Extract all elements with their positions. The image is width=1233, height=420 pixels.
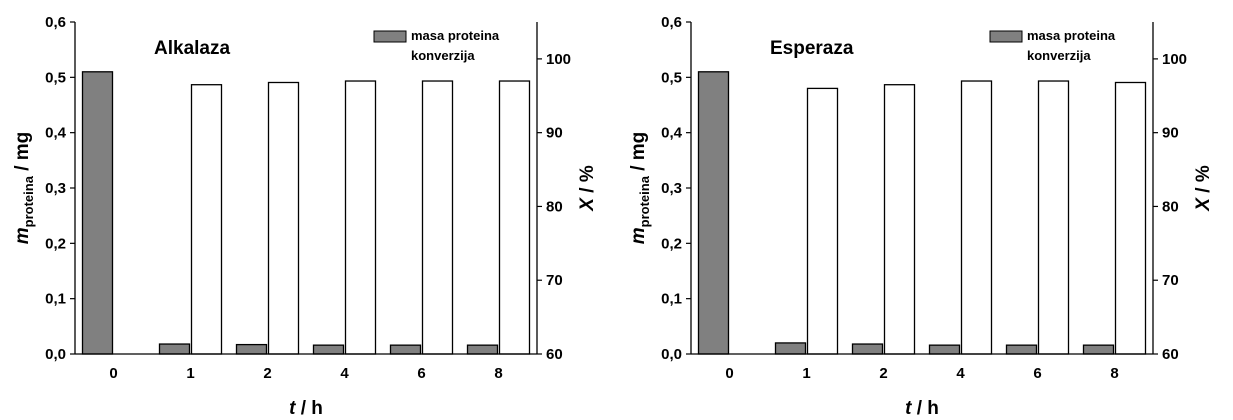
legend-swatch-masa-proteina [989,30,1023,43]
bar-konverzija-1 [806,87,839,355]
bar-konverzija-4 [344,80,377,355]
y2-tick-label: 100 [1162,51,1187,68]
y-tick-label: 0,1 [45,291,66,308]
bar-masa-proteina-1 [774,342,807,355]
y-tick-label: 0,3 [45,180,66,197]
y2-tick-label: 90 [1162,125,1179,142]
x-tick-label: 2 [263,365,271,382]
x-tick-label: 8 [1110,365,1118,382]
y2-tick-label: 80 [546,198,563,215]
x-axis-title: t / h [289,398,323,419]
y-tick-label: 0,5 [661,69,682,86]
y-tick-label: 0,6 [661,14,682,31]
legend-label-0: masa proteina [1027,28,1116,43]
y2-tick-label: 70 [546,272,563,289]
bar-masa-proteina-0 [81,71,114,355]
chart-panel-1: 0,0 0,1 0,2 0,3 0,4 0,5 0,6 60 70 80 90 100 0 1 2 4 6 8 t … [628,14,1214,419]
x-tick-label: 1 [186,365,194,382]
y2-tick-label: 100 [546,51,571,68]
legend-label-0: masa proteina [411,28,500,43]
chart-panel-0: 0,0 0,1 0,2 0,3 0,4 0,5 0,6 60 70 80 90 100 0 1 2 4 6 8 t … [12,14,598,419]
x-tick-label: 4 [340,365,349,382]
y2-tick-label: 90 [546,125,563,142]
bar-masa-proteina-8 [1082,344,1115,355]
legend-label-1: konverzija [1027,48,1091,63]
chart-title: Alkalaza [154,38,230,59]
bar-masa-proteina-2 [235,343,268,355]
y-tick-label: 0,2 [45,235,66,252]
y-tick-label: 0,0 [45,346,66,363]
y2-axis-title: X / % [577,165,598,212]
x-tick-label: 8 [494,365,502,382]
bar-konverzija-2 [883,84,916,355]
y-tick-label: 0,4 [661,125,683,142]
x-tick-label: 0 [725,365,733,382]
bar-masa-proteina-8 [466,344,499,355]
y2-axis-title: X / % [1193,165,1214,212]
y-tick-label: 0,3 [661,180,682,197]
y-tick-label: 0,1 [661,291,682,308]
bar-masa-proteina-6 [389,344,422,355]
x-tick-label: 4 [956,365,965,382]
chart-title: Esperaza [770,38,854,59]
y-tick-label: 0,0 [661,346,682,363]
x-tick-label: 6 [1033,365,1041,382]
bar-konverzija-6 [1037,80,1070,355]
bar-masa-proteina-4 [312,344,345,355]
y-tick-label: 0,6 [45,14,66,31]
bar-masa-proteina-0 [697,71,730,355]
bar-konverzija-4 [960,80,993,355]
bar-konverzija-8 [1114,81,1147,355]
y-tick-label: 0,4 [45,125,67,142]
y-axis-title: mproteina / mg [12,132,36,245]
x-tick-label: 0 [109,365,117,382]
y2-tick-label: 80 [1162,198,1179,215]
x-tick-label: 1 [802,365,810,382]
y2-tick-label: 60 [1162,346,1179,363]
legend-label-1: konverzija [411,48,475,63]
bar-konverzija-2 [267,81,300,355]
bar-masa-proteina-4 [928,344,961,355]
x-tick-label: 2 [879,365,887,382]
y2-tick-label: 70 [1162,272,1179,289]
x-tick-label: 6 [417,365,425,382]
bar-masa-proteina-6 [1005,344,1038,355]
y-tick-label: 0,5 [45,69,66,86]
bar-konverzija-8 [498,80,531,355]
y-tick-label: 0,2 [661,235,682,252]
y-axis-title: mproteina / mg [628,132,652,245]
bar-konverzija-1 [190,84,223,355]
legend-swatch-masa-proteina [373,30,407,43]
x-axis-title: t / h [905,398,939,419]
bar-konverzija-6 [421,80,454,355]
bar-masa-proteina-1 [158,343,191,355]
bar-masa-proteina-2 [851,343,884,355]
y2-tick-label: 60 [546,346,563,363]
